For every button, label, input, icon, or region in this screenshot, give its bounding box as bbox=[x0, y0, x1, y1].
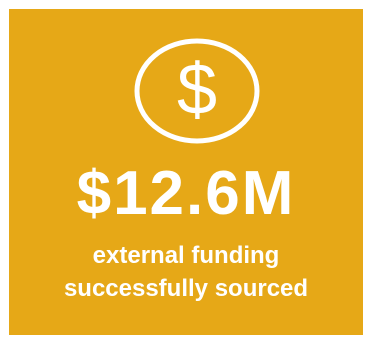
caption-line-2: successfully sourced bbox=[63, 275, 309, 302]
funding-amount: $12.6M bbox=[76, 159, 296, 228]
funding-stat-card: $ $12.6M external funding successfully s… bbox=[9, 9, 363, 335]
dollar-glyph: $ bbox=[177, 50, 217, 130]
caption-line-1: external funding bbox=[92, 242, 280, 269]
dollar-icon: $ bbox=[133, 37, 261, 145]
